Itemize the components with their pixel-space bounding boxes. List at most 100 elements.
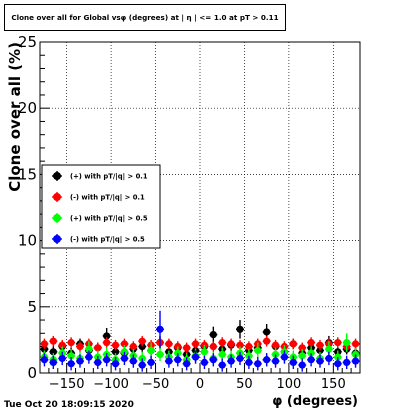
data-point [174,356,182,364]
data-point [49,358,57,367]
data-point [218,361,226,369]
data-point [156,325,164,333]
data-point [111,341,120,349]
data-point [58,341,66,349]
data-point [263,337,271,345]
data-point [40,356,49,364]
data-point [236,341,244,349]
data-point [94,358,102,367]
data-point [209,331,217,339]
data-point [334,338,342,347]
legend-label: (+) with pT/|q| > 0.1 [70,173,148,182]
data-point [298,361,306,369]
data-point [200,358,209,367]
data-point [85,345,93,353]
data-point [236,354,244,363]
data-point [183,360,191,368]
data-point [343,338,351,347]
x-axis-label: φ (degrees) [272,394,358,409]
data-point [138,337,146,345]
data-point [147,346,155,355]
data-point [103,338,111,347]
y-axis-label: Clone over all (%) [6,42,24,192]
data-point [254,346,262,355]
data-point [271,341,280,349]
data-point [183,344,191,352]
data-point [103,332,111,340]
data-point [263,356,271,364]
tick-layer: −150 −100 −50 0 50 100 150 0 5 10 15 20 25 [18,33,361,392]
data-point [218,338,226,347]
x-tick-label: −150 [49,377,85,392]
data-point [58,354,66,363]
data-point [307,356,315,364]
x-tick-label: −100 [93,377,129,392]
data-point [254,360,262,368]
footer-date: Tue Oct 20 18:09:15 2020 [4,400,134,410]
data-point [316,357,324,365]
data-point [165,340,173,348]
data-point [325,345,333,353]
x-tick-label: 0 [196,377,204,392]
data-point [129,357,137,365]
data-point [111,348,120,356]
x-tick-label: 50 [236,377,253,392]
data-point [120,340,129,348]
data-point [227,357,235,365]
legend-marker [53,235,61,243]
data-point [40,340,49,348]
data-point [67,338,75,347]
data-point [85,353,93,361]
legend: (+) with pT/|q| > 0.1 (-) with pT/|q| > 0… [41,164,161,249]
data-point [111,360,120,368]
legend-label: (-) with pT/|q| > 0.5 [70,236,145,245]
data-point [334,360,342,368]
legend-label: (-) with pT/|q| > 0.1 [70,194,145,203]
data-point [263,328,271,336]
data-point [245,358,253,367]
y-tick-label: 5 [27,298,37,316]
data-point [67,352,75,360]
data-point [147,358,155,367]
data-point [351,340,360,348]
data-point [227,340,235,348]
data-point [280,353,289,361]
data-point [165,357,173,365]
y-tick-label: 20 [18,99,37,117]
y-tick-label: 15 [18,165,37,183]
data-point [209,342,217,351]
chart-title: Clone over all for Global vsφ (degrees) … [11,13,279,22]
data-point [49,337,57,345]
data-point [103,356,111,364]
data-point [200,348,209,356]
data-point [325,354,333,363]
data-point [94,344,102,352]
series-layer [40,310,360,372]
legend-marker [53,172,61,180]
legend-marker [53,214,61,222]
data-point [298,352,306,360]
data-point [129,342,137,351]
data-point [120,354,129,363]
data-point [76,357,84,365]
x-tick-label: −50 [142,377,169,392]
data-point [209,356,217,364]
data-point [191,353,200,361]
x-tick-label: 100 [276,377,301,392]
legend-box [41,164,161,249]
legend-entries: (+) with pT/|q| > 0.1 (-) with pT/|q| > 0… [52,171,148,245]
series-3 [40,310,360,372]
data-point [138,361,146,369]
data-point [49,348,57,356]
legend-marker [53,193,61,201]
data-point [245,342,253,351]
legend-label: (+) with pT/|q| > 0.5 [70,215,148,224]
data-point [316,341,324,349]
data-point [343,358,351,367]
y-tick-label: 0 [27,364,37,382]
data-point [271,357,280,365]
data-point [191,340,200,348]
data-point [307,338,315,347]
data-point [67,360,75,368]
